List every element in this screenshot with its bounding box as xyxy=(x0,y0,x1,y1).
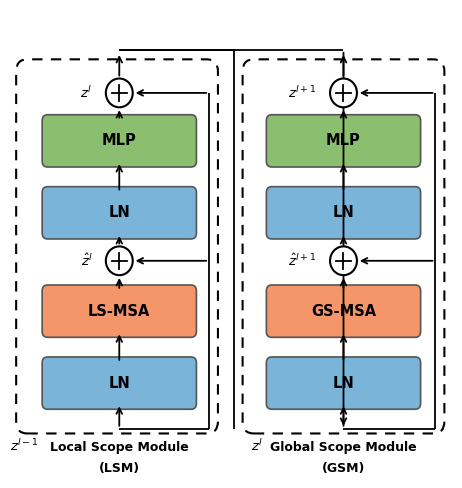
Text: LN: LN xyxy=(333,376,354,390)
Circle shape xyxy=(106,79,133,107)
Text: LN: LN xyxy=(109,376,130,390)
Text: Local Scope Module: Local Scope Module xyxy=(50,441,188,454)
FancyBboxPatch shape xyxy=(42,115,196,167)
Text: Global Scope Module: Global Scope Module xyxy=(270,441,417,454)
Text: MLP: MLP xyxy=(326,133,361,148)
FancyBboxPatch shape xyxy=(42,357,196,409)
Circle shape xyxy=(330,79,357,107)
Text: LN: LN xyxy=(109,205,130,220)
FancyBboxPatch shape xyxy=(267,285,420,337)
Text: MLP: MLP xyxy=(102,133,137,148)
Text: LS-MSA: LS-MSA xyxy=(88,304,151,319)
Text: $\hat{z}^{l}$: $\hat{z}^{l}$ xyxy=(81,253,92,269)
Circle shape xyxy=(330,246,357,275)
Text: (LSM): (LSM) xyxy=(99,462,140,475)
FancyBboxPatch shape xyxy=(42,285,196,337)
Text: $\hat{z}^{l+1}$: $\hat{z}^{l+1}$ xyxy=(288,253,316,269)
Text: $z^{l}$: $z^{l}$ xyxy=(251,438,263,454)
Text: $z^{l-1}$: $z^{l-1}$ xyxy=(10,438,38,454)
FancyBboxPatch shape xyxy=(267,115,420,167)
Text: GS-MSA: GS-MSA xyxy=(311,304,376,319)
FancyBboxPatch shape xyxy=(42,187,196,239)
FancyBboxPatch shape xyxy=(267,187,420,239)
Text: $z^{l+1}$: $z^{l+1}$ xyxy=(288,85,316,101)
Text: (GSM): (GSM) xyxy=(322,462,365,475)
FancyBboxPatch shape xyxy=(267,357,420,409)
Text: LN: LN xyxy=(333,205,354,220)
Circle shape xyxy=(106,246,133,275)
Text: $z^{l}$: $z^{l}$ xyxy=(80,85,92,101)
